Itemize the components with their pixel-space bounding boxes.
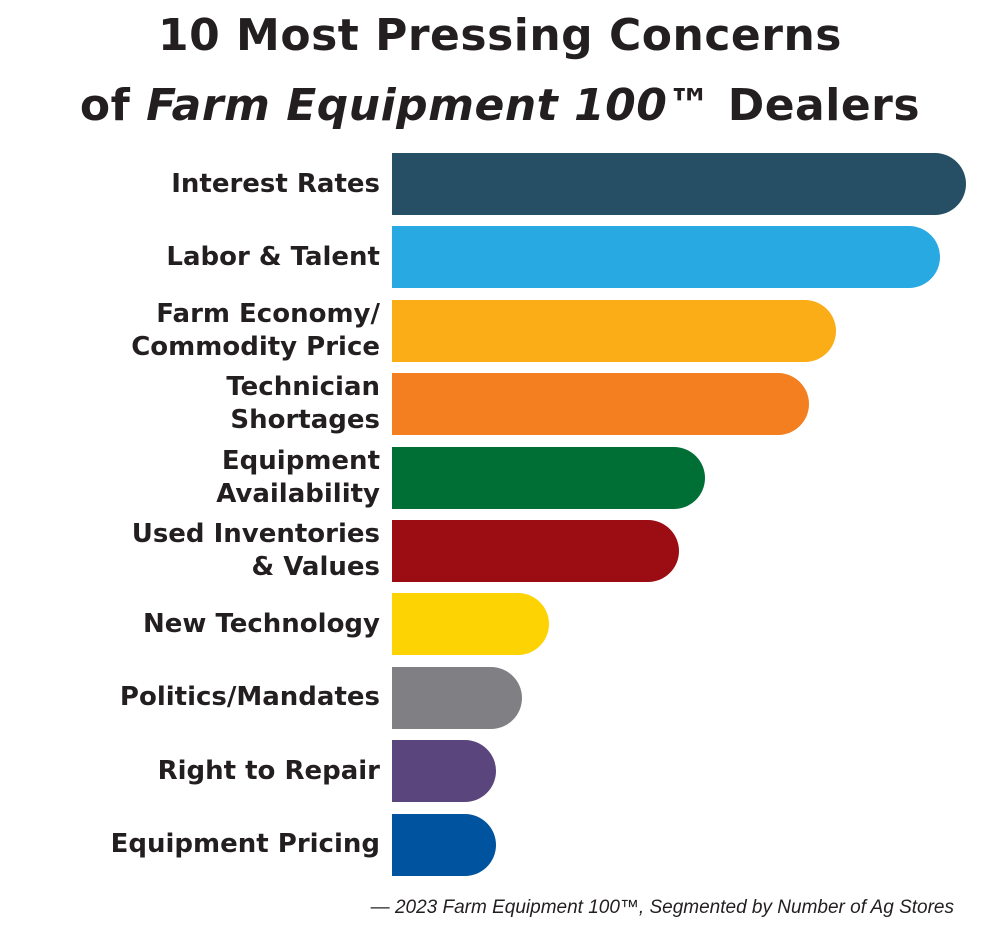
bar bbox=[392, 740, 497, 803]
title-part: Farm Equipment 100™ bbox=[146, 80, 712, 131]
y-tick-label: Politics/Mandates bbox=[119, 682, 380, 713]
bar bbox=[392, 813, 497, 876]
y-tick-label: New Technology bbox=[142, 608, 380, 639]
y-tick-label: Farm Economy/ Commodity Price bbox=[131, 298, 380, 362]
bar bbox=[392, 226, 940, 289]
source-note: — 2023 Farm Equipment 100™, Segmented by… bbox=[370, 897, 954, 918]
bar bbox=[392, 446, 706, 509]
bar bbox=[392, 593, 549, 656]
title-part: Dealers bbox=[727, 80, 921, 131]
chart-title: 10 Most Pressing Concerns bbox=[158, 10, 842, 61]
y-tick-label: Right to Repair bbox=[157, 755, 380, 786]
y-tick-label: Equipment Pricing bbox=[110, 829, 380, 860]
y-tick-label: Technician Shortages bbox=[226, 372, 380, 436]
y-tick-label: Labor & Talent bbox=[166, 241, 380, 272]
bar bbox=[392, 520, 679, 582]
bar bbox=[392, 666, 523, 729]
y-tick-label: Interest Rates bbox=[171, 168, 380, 199]
bar bbox=[392, 373, 810, 436]
chart-title: of Farm Equipment 100™ Dealers bbox=[0, 80, 1000, 131]
y-tick-label: Equipment Availability bbox=[216, 445, 380, 509]
bar bbox=[392, 153, 966, 215]
y-tick-label: Used Inventories & Values bbox=[131, 519, 380, 582]
bar bbox=[392, 299, 836, 362]
title-part: of bbox=[79, 80, 131, 131]
